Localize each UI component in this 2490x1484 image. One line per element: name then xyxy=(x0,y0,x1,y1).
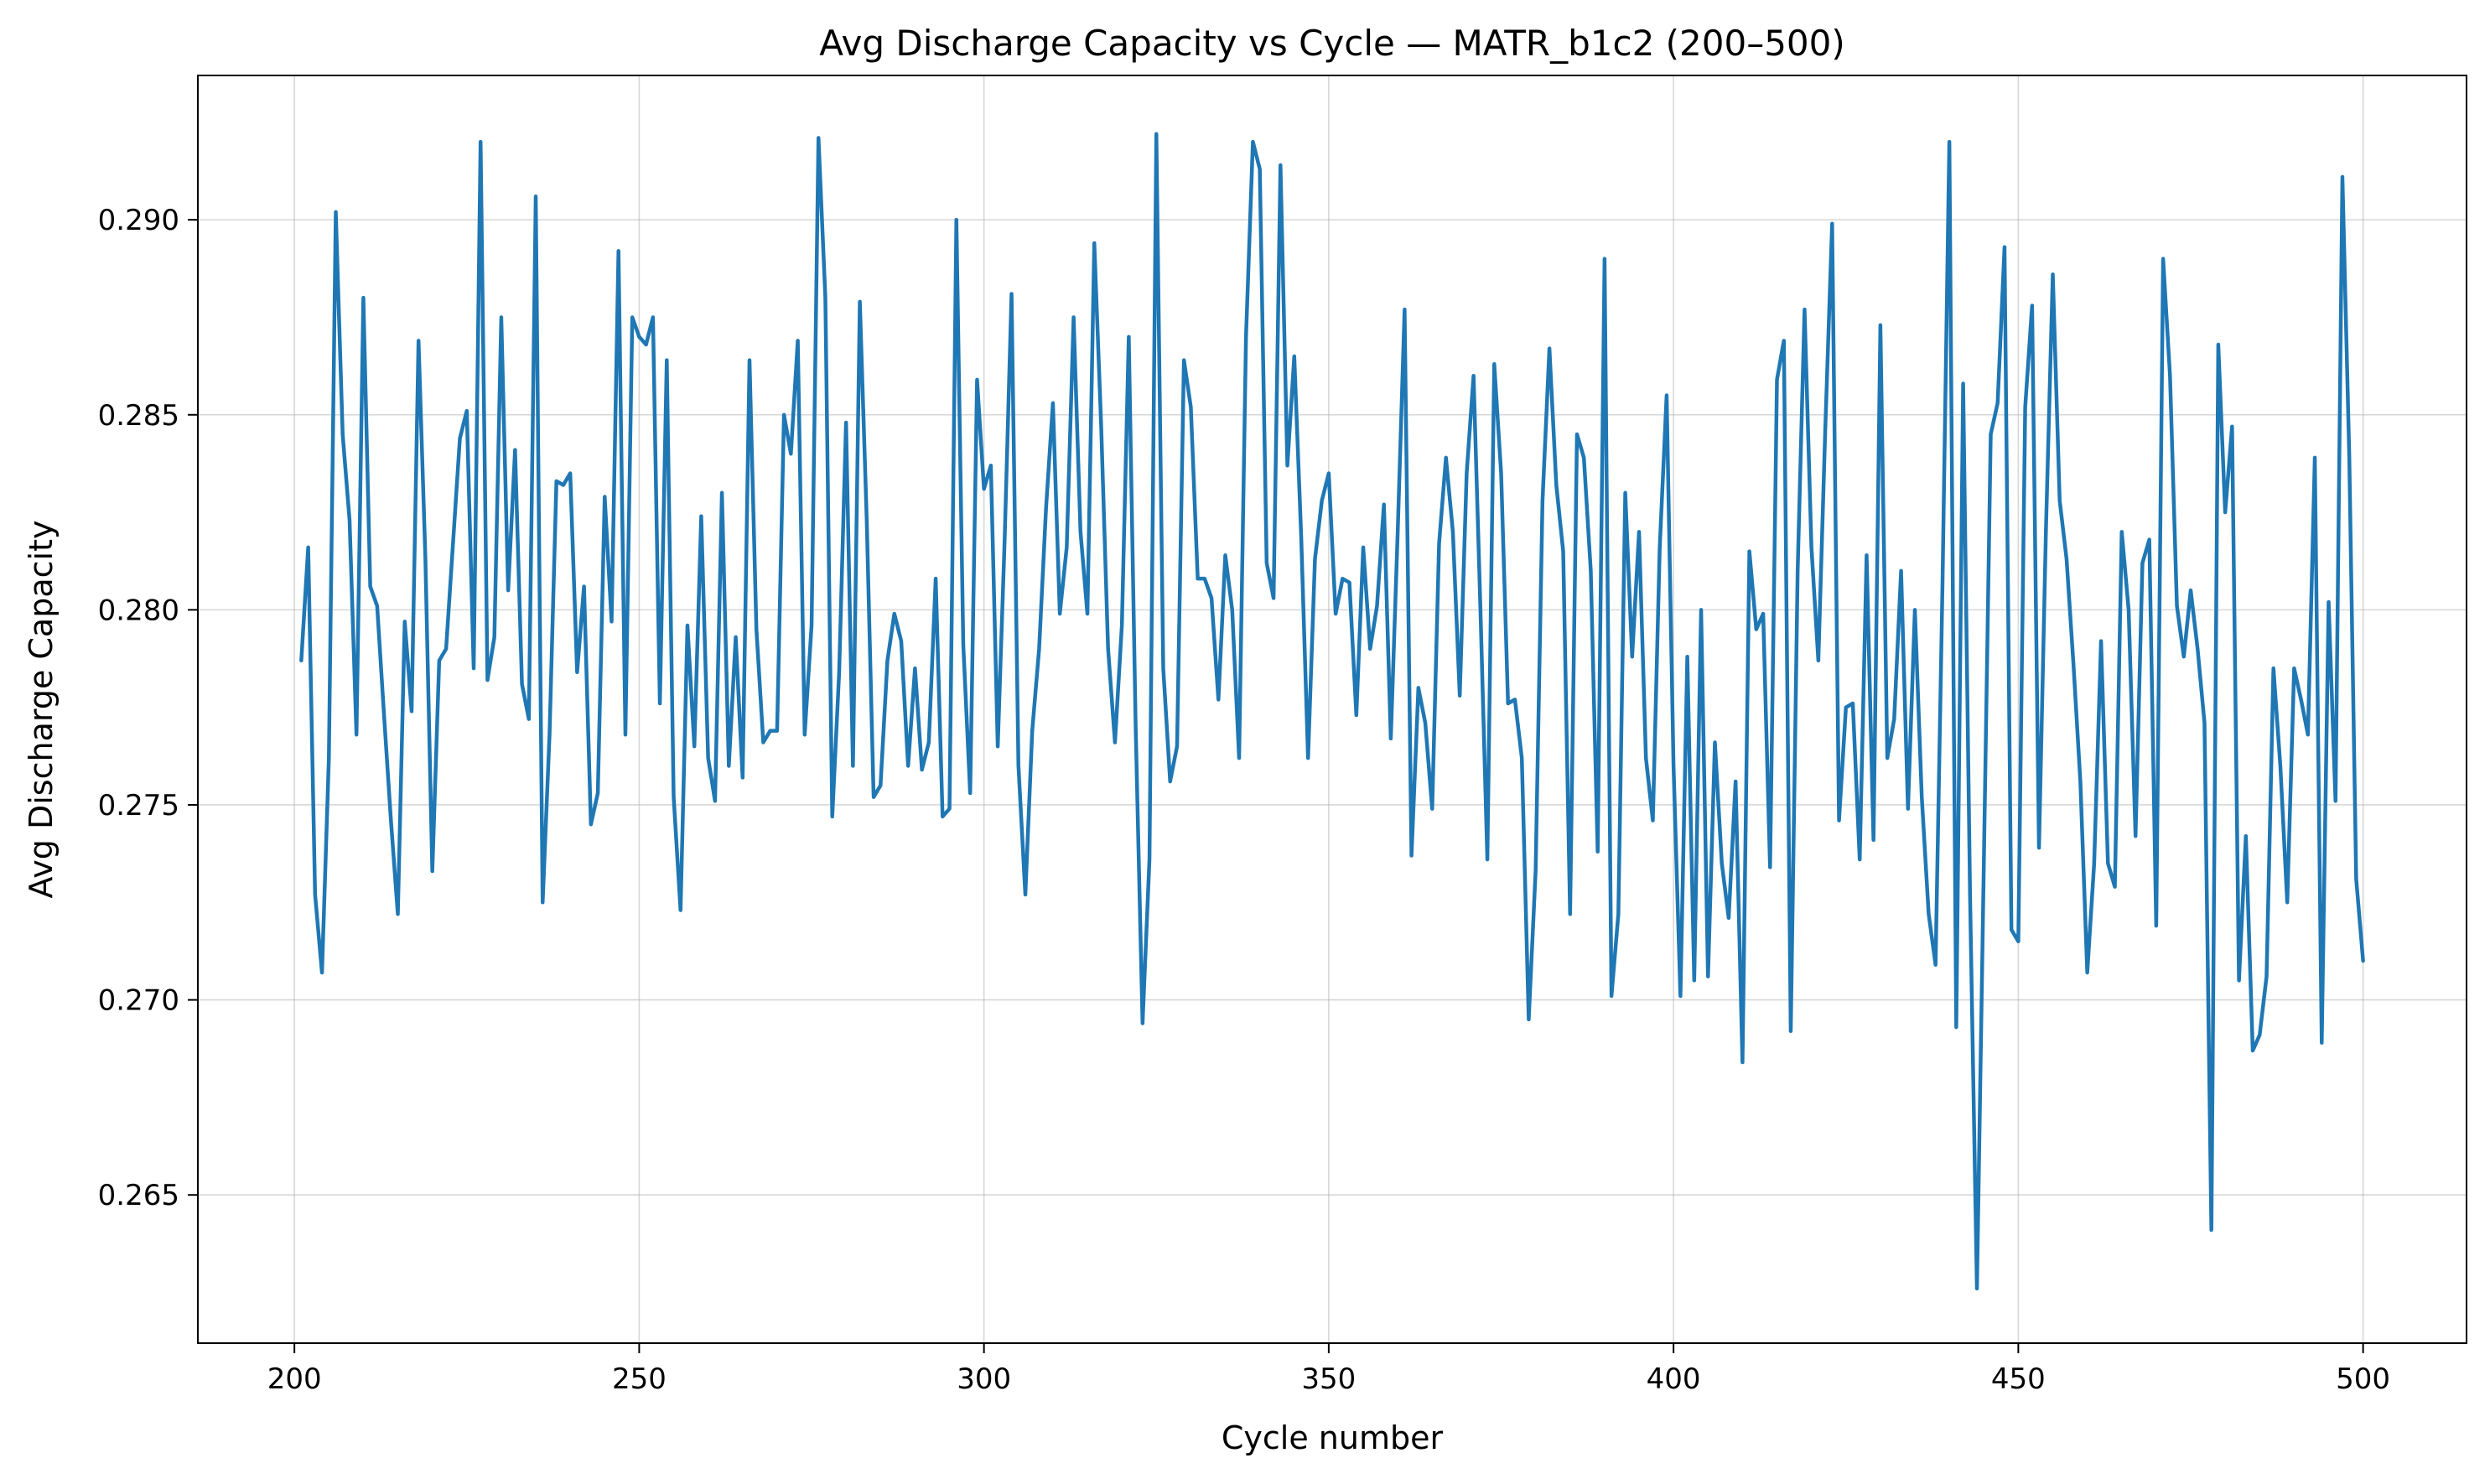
x-tick-label: 400 xyxy=(1647,1362,1701,1396)
chart-title: Avg Discharge Capacity vs Cycle — MATR_b… xyxy=(819,23,1845,64)
x-tick-label: 350 xyxy=(1301,1362,1356,1396)
x-tick-label: 250 xyxy=(612,1362,667,1396)
x-axis-ticks: 200 250 300 350 400 450 500 xyxy=(267,1343,2390,1396)
x-tick-label: 200 xyxy=(267,1362,322,1396)
x-tick-label: 450 xyxy=(1991,1362,2046,1396)
y-tick-label: 0.270 xyxy=(98,984,179,1018)
x-axis-label: Cycle number xyxy=(1222,1419,1444,1456)
x-tick-label: 500 xyxy=(2336,1362,2390,1396)
x-tick-label: 300 xyxy=(957,1362,1011,1396)
y-tick-label: 0.290 xyxy=(98,204,179,237)
y-axis-label: Avg Discharge Capacity xyxy=(23,521,60,899)
y-tick-label: 0.280 xyxy=(98,594,179,627)
y-tick-label: 0.285 xyxy=(98,399,179,433)
series-layer xyxy=(299,132,2365,1291)
y-tick-label: 0.265 xyxy=(98,1179,179,1212)
y-axis-ticks: 0.265 0.270 0.275 0.280 0.285 0.290 xyxy=(98,204,198,1212)
series-line xyxy=(299,132,2365,1291)
plot-area-frame xyxy=(197,75,2467,1344)
y-tick-label: 0.275 xyxy=(98,789,179,822)
